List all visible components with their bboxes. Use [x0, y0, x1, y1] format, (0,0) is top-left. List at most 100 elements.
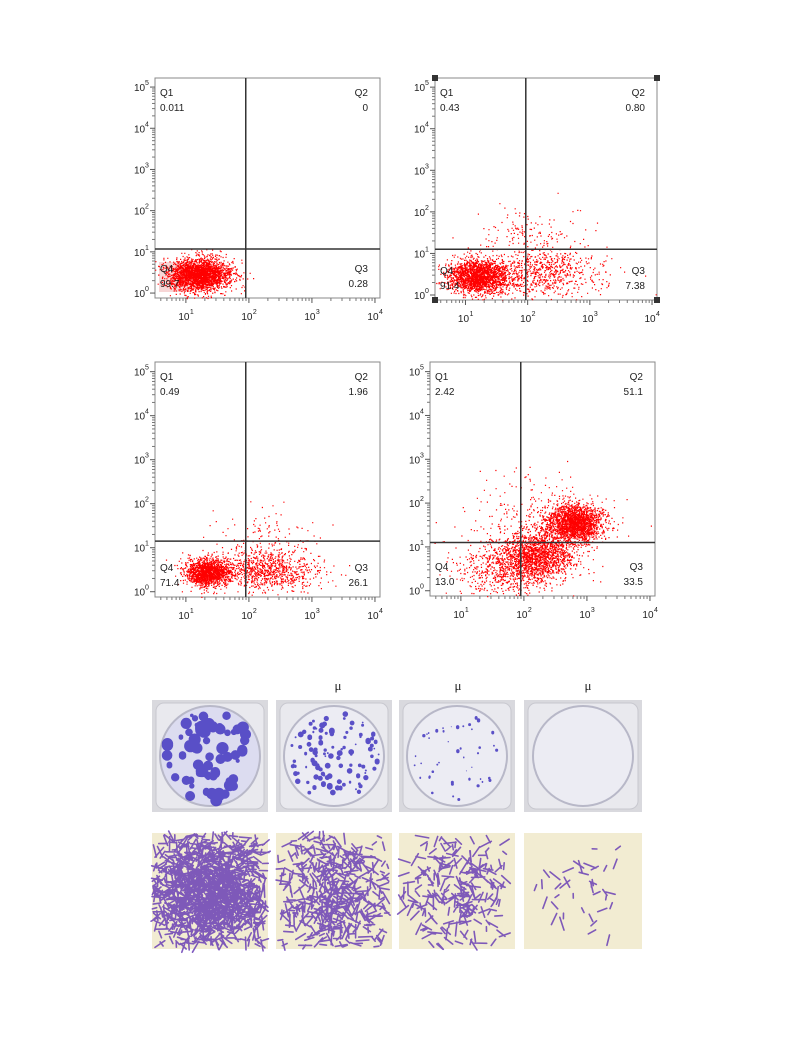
- y-tick-exp: 1: [420, 540, 424, 547]
- y-tick-base: 10: [414, 166, 426, 177]
- y-tick-exp: 2: [420, 496, 424, 503]
- cells: [396, 834, 512, 951]
- x-tick-exp: 3: [316, 309, 320, 316]
- micro-photo: [150, 830, 271, 954]
- x-tick-base: 10: [520, 314, 532, 325]
- x-tick-base: 10: [516, 610, 528, 621]
- y-tick-exp: 5: [145, 80, 149, 87]
- y-tick-exp: 2: [425, 205, 429, 212]
- events: [436, 192, 657, 302]
- y-tick-base: 10: [134, 124, 146, 135]
- y-tick-base: 10: [414, 83, 426, 94]
- micro-photo: [396, 833, 515, 951]
- x-tick-exp: 2: [528, 607, 532, 614]
- plate-label: μ: [335, 678, 342, 693]
- x-tick-exp: 1: [190, 309, 194, 316]
- x-tick-exp: 4: [656, 311, 660, 318]
- quadrant-label: Q1: [435, 372, 449, 383]
- x-tick-base: 10: [304, 611, 316, 622]
- y-tick-exp: 0: [145, 585, 149, 592]
- y-tick-exp: 3: [420, 452, 424, 459]
- colonies: [161, 711, 251, 807]
- y-tick-exp: 4: [425, 122, 429, 129]
- x-tick-base: 10: [453, 610, 465, 621]
- quadrant-label: Q3: [630, 562, 644, 573]
- x-tick-exp: 3: [591, 607, 595, 614]
- quadrant-label: Q2: [355, 88, 369, 99]
- x-tick-base: 10: [367, 611, 379, 622]
- flow-plot: 10 1 10 2 10 3 10 410 010 110 210 310 410 5Q10.011Q20…: [134, 77, 383, 323]
- x-tick-exp: 3: [316, 608, 320, 615]
- y-tick-base: 10: [409, 368, 421, 379]
- y-tick-exp: 4: [420, 408, 424, 415]
- flow-plot: 10 1 10 2 10 3 10 410 010 110 210 310 410 5Q12.42Q251…: [409, 361, 658, 621]
- x-tick-base: 10: [579, 610, 591, 621]
- plate-dish: [406, 705, 508, 807]
- x-tick-base: 10: [367, 312, 379, 323]
- y-tick-base: 10: [409, 499, 421, 510]
- quadrant-label: Q1: [160, 372, 174, 383]
- x-tick-base: 10: [178, 611, 190, 622]
- y-tick-base: 10: [134, 289, 146, 300]
- quadrant-value: 7.38: [626, 281, 646, 292]
- y-tick-base: 10: [134, 412, 146, 423]
- y-tick-base: 10: [134, 83, 146, 94]
- quadrant-value: 99.7: [160, 279, 180, 290]
- y-tick-exp: 1: [145, 541, 149, 548]
- y-tick-exp: 2: [145, 497, 149, 504]
- quadrant-value: 91.4: [440, 281, 460, 292]
- y-tick-base: 10: [134, 588, 146, 599]
- quadrant-label: Q4: [160, 563, 174, 574]
- quadrant-value: 13.0: [435, 577, 455, 588]
- x-tick-exp: 2: [532, 311, 536, 318]
- quadrant-value: 0: [362, 103, 368, 114]
- y-tick-base: 10: [134, 368, 146, 379]
- x-tick-base: 10: [241, 312, 253, 323]
- y-tick-exp: 5: [420, 365, 424, 372]
- y-tick-base: 10: [409, 587, 421, 598]
- quadrant-label: Q2: [632, 88, 646, 99]
- quadrant-value: 0.28: [349, 279, 369, 290]
- y-tick-base: 10: [409, 455, 421, 466]
- x-tick-exp: 1: [465, 607, 469, 614]
- plate-dish: [283, 705, 385, 807]
- plate-photo: [152, 700, 268, 812]
- micro-photo: [524, 833, 642, 949]
- selection-handle: [432, 297, 438, 303]
- cells: [533, 845, 622, 947]
- flow-plot: 10 1 10 2 10 3 10 410 010 110 210 310 410 5Q10.43Q20.…: [414, 75, 660, 325]
- selection-handle: [432, 75, 438, 81]
- cells: [275, 830, 391, 951]
- y-tick-exp: 3: [145, 162, 149, 169]
- x-tick-base: 10: [178, 312, 190, 323]
- x-tick-exp: 2: [253, 608, 257, 615]
- quadrant-value: 1.96: [349, 387, 369, 398]
- y-tick-base: 10: [134, 500, 146, 511]
- x-tick-exp: 1: [469, 311, 473, 318]
- y-tick-base: 10: [134, 544, 146, 555]
- plate-label: μ: [455, 678, 462, 693]
- plate-photo: [399, 700, 515, 812]
- quadrant-value: 26.1: [349, 578, 369, 589]
- y-tick-exp: 0: [420, 584, 424, 591]
- plate-dish: [532, 705, 634, 807]
- quadrant-label: Q4: [160, 264, 174, 275]
- micro-photo: [275, 830, 392, 951]
- colonies: [290, 711, 380, 796]
- quadrant-value: 0.49: [160, 387, 180, 398]
- y-tick-base: 10: [414, 249, 426, 260]
- y-tick-base: 10: [414, 125, 426, 136]
- y-tick-exp: 2: [145, 204, 149, 211]
- y-tick-exp: 4: [145, 121, 149, 128]
- y-tick-base: 10: [134, 248, 146, 259]
- y-tick-exp: 4: [145, 409, 149, 416]
- y-tick-base: 10: [414, 291, 426, 302]
- quadrant-value: 51.1: [624, 387, 644, 398]
- y-tick-exp: 5: [425, 80, 429, 87]
- flow-plot: 10 1 10 2 10 3 10 410 010 110 210 310 410 5Q10.49Q21.…: [134, 361, 383, 622]
- y-tick-exp: 3: [145, 453, 149, 460]
- y-tick-base: 10: [134, 456, 146, 467]
- x-tick-exp: 4: [379, 309, 383, 316]
- quadrant-label: Q3: [355, 264, 369, 275]
